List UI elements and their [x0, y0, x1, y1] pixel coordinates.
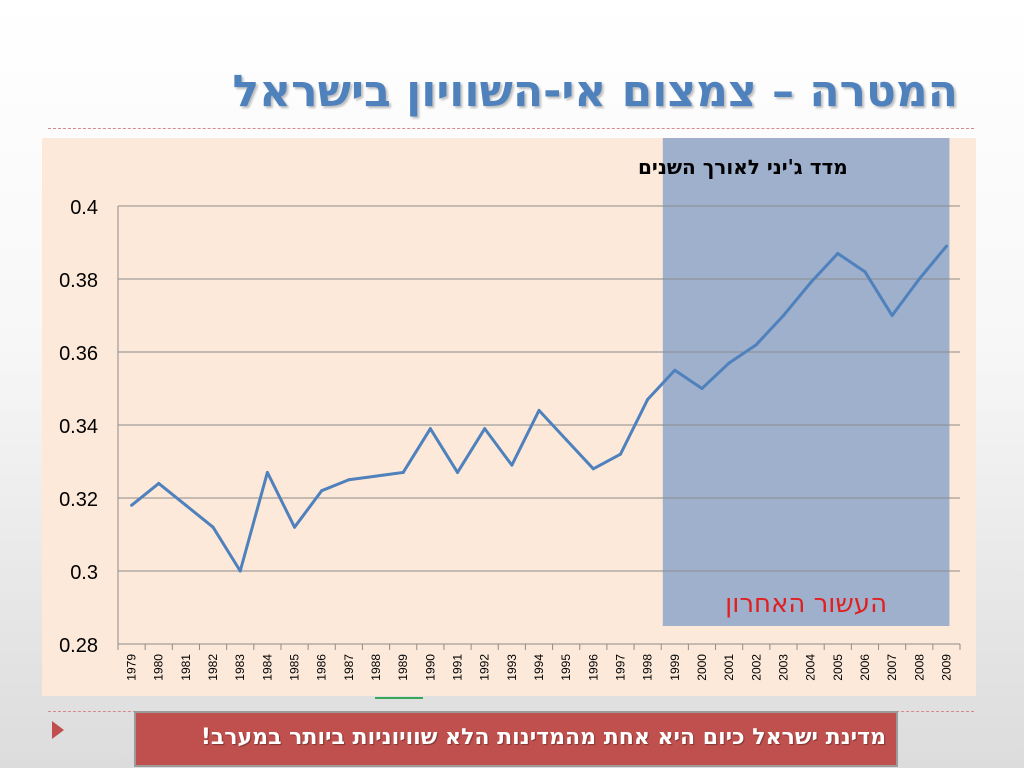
data-point [347, 478, 351, 482]
data-point [211, 525, 215, 529]
x-tick-label: 1984 [260, 654, 274, 681]
data-point [456, 470, 460, 474]
y-tick-label: 0.4 [70, 197, 98, 219]
data-point [401, 470, 405, 474]
data-point [700, 387, 704, 390]
x-tick-label: 1990 [423, 654, 437, 681]
x-tick-label: 1991 [451, 654, 465, 681]
data-point [618, 452, 622, 456]
gini-line-chart: 0.28 0.3 0.32 0.34 0.36 0.38 0.4 1979 1980 1981 19… [59, 138, 961, 681]
data-point [890, 314, 894, 317]
x-tick-label: 2009 [939, 654, 953, 681]
x-tick-label: 1981 [179, 654, 193, 681]
y-tick-label: 0.36 [59, 343, 98, 365]
x-tick-label: 1983 [233, 654, 247, 681]
data-point [591, 467, 595, 471]
data-point [510, 463, 514, 467]
data-point [564, 438, 568, 442]
x-tick-label: 1998 [641, 654, 655, 681]
x-tick-label: 2000 [695, 654, 709, 681]
x-tick-label: 1995 [559, 654, 573, 681]
data-point [184, 503, 188, 507]
y-tick-label: 0.38 [59, 270, 98, 292]
y-tick-label: 0.32 [59, 489, 98, 511]
data-point [157, 481, 161, 485]
x-tick-label: 1988 [369, 654, 383, 681]
data-point [754, 343, 758, 347]
x-tick-label: 1996 [586, 654, 600, 681]
x-tick-label: 2001 [722, 654, 736, 681]
x-tick-label: 2008 [912, 654, 926, 681]
data-point [944, 244, 948, 248]
data-point [320, 489, 324, 493]
title-divider [48, 128, 974, 129]
y-tick-label: 0.3 [70, 562, 98, 584]
data-point [781, 314, 785, 317]
x-tick-label: 1982 [206, 654, 220, 681]
data-point [265, 470, 269, 474]
green-marker [375, 697, 423, 699]
data-point [483, 427, 487, 431]
x-tick-label: 1985 [288, 654, 302, 681]
chart-panel: 0.28 0.3 0.32 0.34 0.36 0.38 0.4 1979 1980 1981 19… [42, 138, 976, 696]
x-tick-label: 1989 [396, 654, 410, 681]
y-tick-label: 0.34 [59, 416, 98, 438]
data-point [863, 270, 867, 274]
highlight-region [662, 138, 950, 626]
x-tick-label: 1992 [478, 654, 492, 681]
x-tick-label: 1993 [505, 654, 519, 681]
x-tick-label: 2005 [831, 654, 845, 681]
x-tick-label: 1997 [613, 654, 627, 681]
x-tick-label: 2007 [885, 654, 899, 681]
x-tick-label: 1999 [668, 654, 682, 681]
data-point [428, 427, 432, 431]
x-tick-label: 1987 [342, 654, 356, 681]
x-tick-label: 1979 [125, 654, 139, 681]
data-point [836, 251, 840, 255]
data-point [917, 277, 921, 281]
data-point [809, 281, 813, 285]
x-tick-label: 2002 [749, 654, 763, 681]
data-point [673, 368, 677, 372]
data-point [727, 361, 731, 365]
highlight-label: העשור האחרון [725, 589, 887, 619]
x-tick-label: 1994 [532, 654, 546, 681]
bottom-callout: מדינת ישראל כיום היא אחת מהמדינות הלא שו… [134, 711, 898, 767]
x-tick-label: 1986 [315, 654, 329, 681]
data-point [293, 525, 297, 529]
x-tick-label: 2004 [804, 654, 818, 681]
slide-title: המטרה – צמצום אי-השוויון בישראל [232, 66, 958, 117]
y-tick-label: 0.28 [59, 635, 98, 657]
data-point [646, 397, 650, 401]
data-point [130, 503, 134, 507]
bullet-arrow-icon [52, 721, 64, 739]
chart-title: מדד ג'יני לאורך השנים [638, 155, 848, 179]
x-tick-label: 2003 [776, 654, 790, 681]
x-tick-label: 2006 [858, 654, 872, 681]
x-tick-label: 1980 [152, 654, 166, 681]
data-point [374, 474, 378, 478]
bottom-callout-text: מדינת ישראל כיום היא אחת מהמדינות הלא שו… [200, 725, 886, 750]
data-point [537, 408, 541, 412]
data-point [238, 569, 242, 573]
